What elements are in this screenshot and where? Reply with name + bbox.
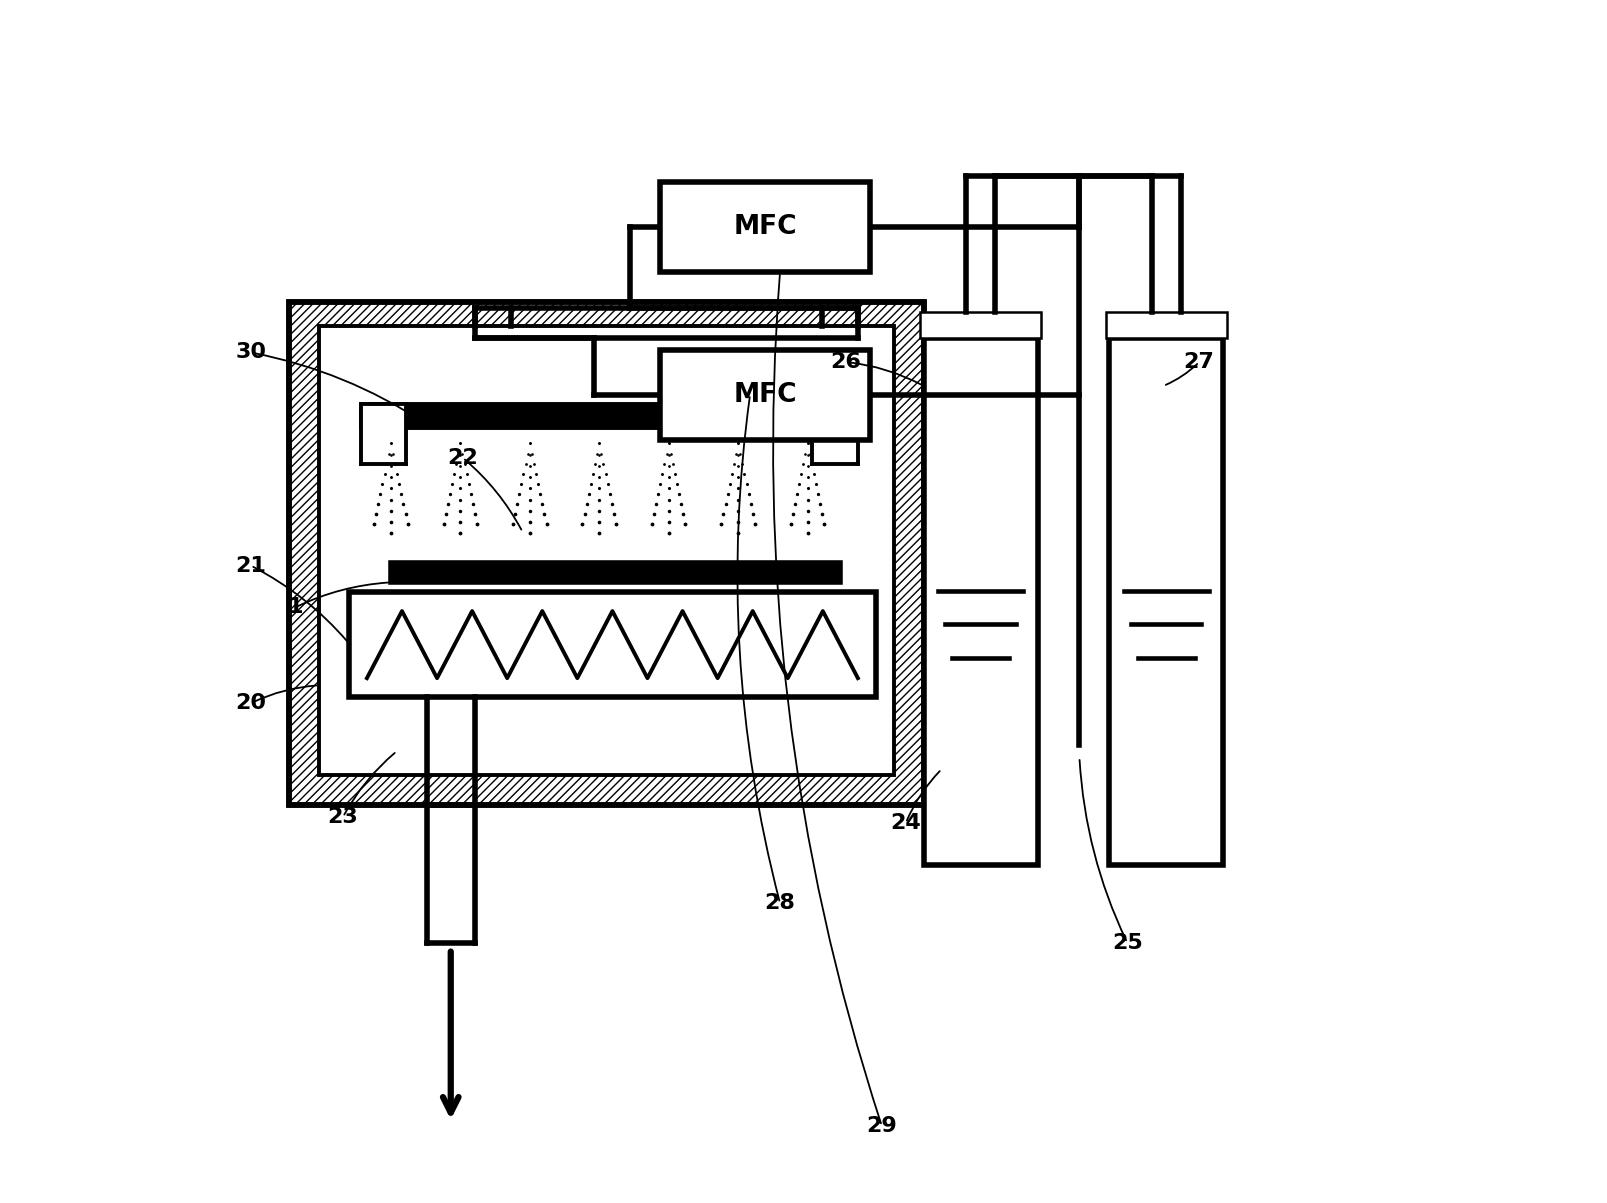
- Bar: [1109, 338, 1223, 865]
- Bar: [660, 183, 869, 272]
- Text: MFC: MFC: [733, 214, 797, 241]
- Bar: [660, 350, 869, 440]
- Bar: [919, 312, 1040, 338]
- Text: 25: 25: [1112, 932, 1143, 953]
- Text: 24: 24: [890, 813, 921, 832]
- Bar: [922, 338, 1037, 865]
- Text: 30: 30: [235, 343, 267, 362]
- Text: 26: 26: [829, 352, 861, 372]
- Text: 29: 29: [866, 1116, 897, 1136]
- Bar: [391, 563, 839, 582]
- Bar: [349, 592, 876, 698]
- Bar: [360, 404, 858, 428]
- Bar: [812, 404, 858, 464]
- Bar: [318, 326, 893, 775]
- Text: MFC: MFC: [733, 381, 797, 408]
- Text: 28: 28: [765, 894, 795, 913]
- Bar: [289, 302, 922, 805]
- Text: 21: 21: [235, 556, 267, 575]
- Bar: [1106, 312, 1226, 338]
- Bar: [289, 302, 922, 805]
- Text: 27: 27: [1183, 352, 1213, 372]
- Bar: [318, 326, 893, 775]
- Text: 23: 23: [328, 807, 358, 826]
- Text: 22: 22: [447, 448, 477, 468]
- Text: 1: 1: [288, 598, 302, 617]
- Bar: [360, 404, 407, 464]
- Text: 20: 20: [235, 693, 267, 713]
